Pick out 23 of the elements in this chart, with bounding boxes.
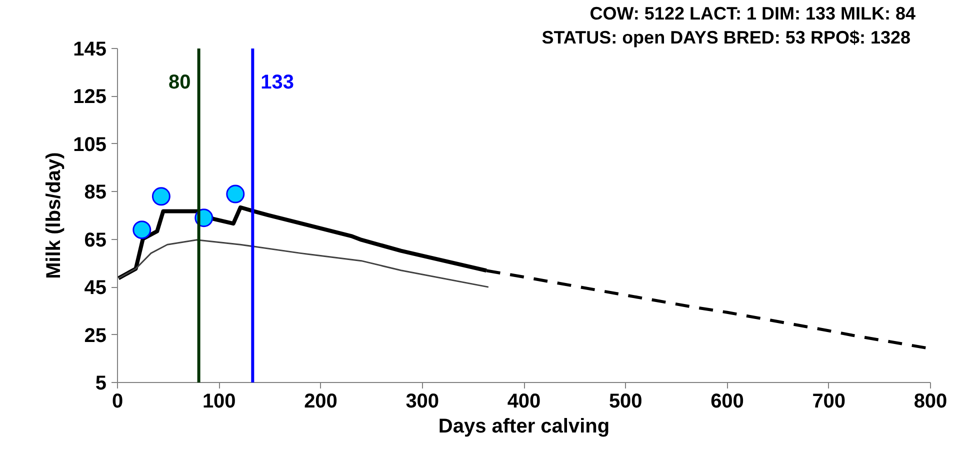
x-tick-label: 100: [202, 390, 236, 412]
x-tick-label: 200: [304, 390, 338, 412]
x-tick-label: 400: [507, 390, 541, 412]
x-tick-label: 600: [710, 390, 744, 412]
x-tick-label: 500: [608, 390, 642, 412]
text: COW: 5122 LACT: 1 DIM: 133 MILK: 84: [590, 4, 916, 24]
y-tick-label: 45: [84, 277, 107, 300]
ref-line-label: 133: [260, 72, 294, 94]
y-tick-label: 145: [73, 38, 107, 60]
x-tick-label: 700: [812, 390, 846, 412]
y-tick-label: 85: [84, 182, 107, 204]
y-axis-title: Milk (lbs/day): [43, 152, 66, 279]
x-tick-label: 800: [914, 390, 948, 412]
y-tick-label: 125: [73, 86, 107, 108]
text: STATUS: open DAYS BRED: 53 RPO$: 1328: [542, 28, 911, 48]
y-tick-label: 5: [95, 372, 106, 394]
x-axis-title: Days after calving: [438, 416, 610, 438]
y-tick-label: 25: [84, 324, 107, 347]
ref-line-label: 80: [168, 72, 191, 94]
x-tick-label: 300: [406, 390, 440, 412]
y-tick-label: 105: [73, 134, 107, 156]
x-tick-label: 0: [112, 390, 124, 412]
y-tick-label: 65: [84, 229, 107, 252]
